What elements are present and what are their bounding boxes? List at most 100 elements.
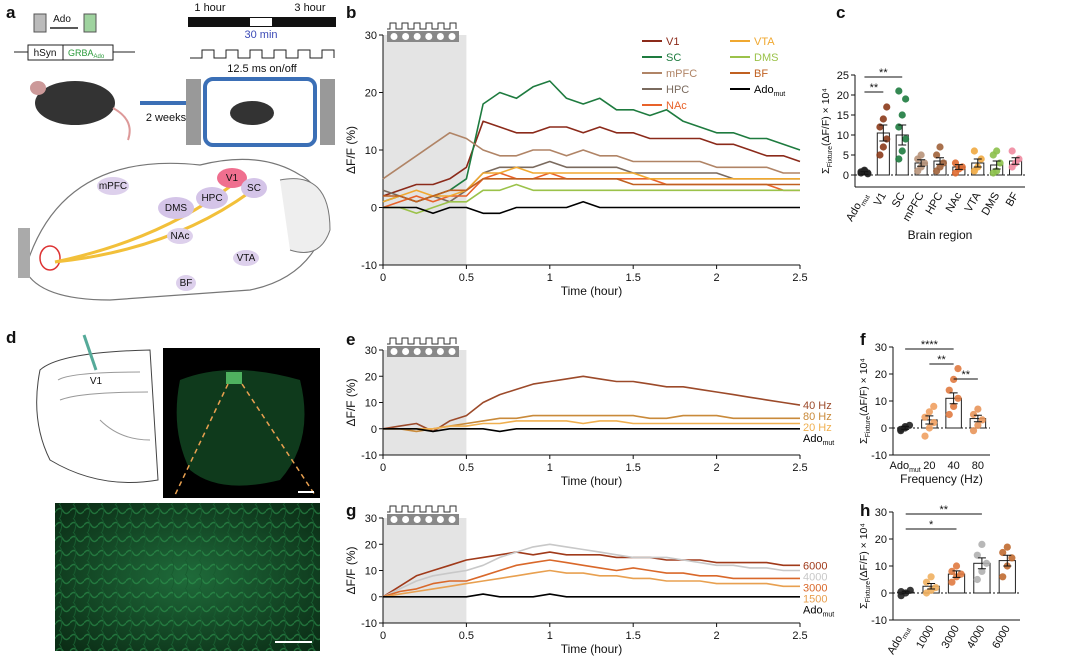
x-tick-label: 2	[714, 272, 720, 284]
data-point	[939, 159, 948, 167]
injection-site	[226, 372, 242, 384]
data-point	[921, 432, 929, 440]
y-axis-label: ΔF/F (%)	[344, 546, 358, 594]
subscript: mut	[860, 194, 872, 208]
stimulus-led	[390, 516, 398, 523]
data-point	[883, 135, 891, 143]
data-point	[978, 567, 986, 576]
error-bar	[879, 124, 888, 142]
text-part: 6000	[990, 624, 1013, 651]
data-point	[930, 402, 938, 410]
panel-label: h	[860, 501, 870, 520]
text-part: BF	[1004, 190, 1022, 208]
legend-label: DMS	[754, 52, 778, 64]
data-point	[876, 151, 884, 159]
series-line	[383, 593, 800, 598]
delay-label: 2 weeks	[146, 112, 187, 124]
time-window	[250, 18, 272, 26]
stimulus-led	[390, 348, 398, 355]
y-axis-label: ΔF/F (%)	[344, 378, 358, 426]
slice-lines	[57, 371, 151, 441]
data-point	[917, 151, 925, 159]
y-axis-label: ΣFixture(ΔF/F) × 10⁴	[858, 358, 872, 444]
error-bar	[954, 164, 963, 170]
x-axis-label: Brain region	[908, 228, 973, 242]
series-line	[382, 120, 801, 197]
data-point	[973, 551, 981, 559]
significance-label: **	[961, 369, 970, 381]
data-point	[932, 584, 940, 592]
mouse-ear	[30, 81, 46, 95]
region-label: BF	[180, 278, 193, 289]
x-tick-label: Adomut	[844, 190, 872, 224]
legend-label: mPFC	[666, 68, 697, 80]
region-label: NAc	[171, 231, 190, 242]
x-tick-label: 1.5	[626, 272, 641, 284]
data-point	[898, 147, 906, 155]
x-tick-label: 2.5	[792, 272, 807, 284]
x-tick-label: V1	[872, 191, 889, 209]
error-bar	[949, 392, 958, 405]
legend-label: Adomut	[754, 84, 785, 98]
y-tick-label: 0	[881, 588, 887, 600]
data-point	[876, 123, 884, 131]
text-part: (ΔF/F) × 10⁴	[858, 523, 870, 581]
data-point	[895, 155, 903, 163]
stimulus-led	[448, 33, 456, 40]
text-part: Σ	[858, 437, 870, 444]
x-tick-label: DMS	[980, 191, 1003, 218]
series-line	[382, 132, 800, 180]
data-point	[933, 151, 941, 159]
x-axis-label: Time (hour)	[561, 474, 623, 488]
data-point	[948, 578, 956, 586]
significance-label: **	[937, 354, 946, 366]
subscript: mut	[823, 440, 835, 447]
error-bar	[973, 414, 982, 423]
data-point	[927, 573, 935, 581]
y-tick-label: 15	[837, 110, 849, 122]
legend-label: 80 Hz	[803, 411, 832, 423]
error-bar	[973, 158, 982, 168]
stimulus-led	[402, 516, 410, 523]
y-tick-label: 30	[875, 507, 887, 519]
legend-label: NAc	[666, 100, 687, 112]
data-point	[902, 135, 910, 143]
legend-label: 6000	[803, 560, 827, 572]
region-label: SC	[247, 183, 261, 194]
series-line	[382, 559, 800, 598]
region-label: DMS	[165, 203, 188, 214]
stimulus-led	[402, 348, 410, 355]
eye	[39, 245, 61, 271]
stimulus-led	[390, 33, 398, 40]
receptor	[33, 13, 47, 33]
stimulus-led	[448, 348, 456, 355]
subscript: Fixture	[865, 581, 872, 603]
panel-label: g	[346, 501, 356, 520]
region	[158, 197, 194, 219]
error-bar	[860, 171, 869, 175]
x-tick-label: 2.5	[792, 630, 807, 642]
series-line	[382, 551, 800, 598]
series-line	[383, 201, 800, 215]
x-tick-label: SC	[890, 190, 908, 209]
x-tick-label: HPC	[924, 190, 946, 216]
mouse	[230, 101, 274, 125]
time-start: 1 hour	[194, 2, 226, 14]
x-tick-label: 4000	[965, 624, 988, 651]
y-tick-label: 0	[371, 203, 377, 215]
y-tick-label: 5	[843, 150, 849, 162]
text-part: DMS	[754, 52, 778, 64]
sensor-sub: Ado	[94, 54, 105, 60]
stimulus-led	[436, 348, 444, 355]
text-part: 1500	[803, 593, 827, 605]
promoter-label: hSyn	[34, 48, 57, 59]
data-point	[1008, 554, 1016, 562]
data-point	[996, 159, 1004, 167]
text-part: 1000	[914, 624, 937, 651]
subscript: Fixture	[865, 416, 872, 438]
led-panel	[186, 79, 201, 145]
series-line	[383, 183, 800, 215]
stimulus-wave	[387, 22, 457, 30]
data-point	[973, 575, 981, 584]
x-tick-label: 0	[380, 462, 386, 474]
